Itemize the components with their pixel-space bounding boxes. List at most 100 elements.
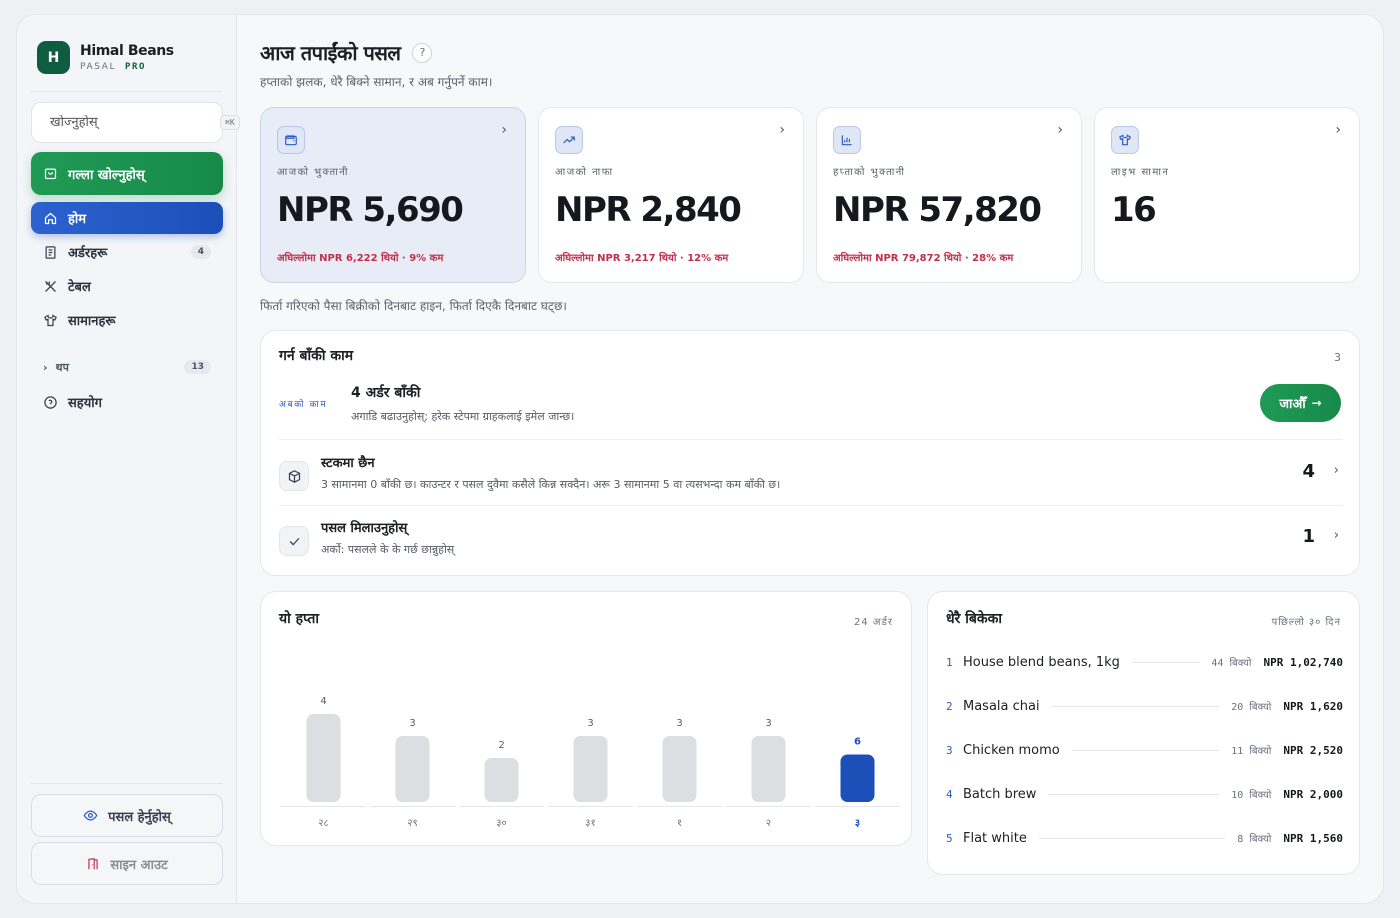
task-desc: 3 सामानमा 0 बाँकी छ। काउन्टर र पसल दुवैम… [321,478,781,491]
leader-line [1131,661,1200,663]
help-button[interactable]: ? [412,42,433,63]
chart-bar[interactable] [484,758,519,802]
stat-card-live-products[interactable]: › लाइभ सामान 16 [1094,107,1360,283]
chart-baseline [370,806,455,807]
rank: 5 [946,831,953,845]
chevron-right-icon: › [1333,463,1339,478]
check-icon [279,526,309,556]
product-name: Masala chai [963,698,1040,714]
sold-count: 8 बिक्यो [1237,834,1272,845]
stat-card-today-profit[interactable]: › आजको नाफा NPR 2,840 अघिल्लोमा NPR 3,21… [538,107,804,283]
door-icon [88,857,99,869]
top-sellers-panel: धेरै बिकेका पछिल्लो ३० दिन 1 House blend… [927,591,1360,875]
task-count: 1 [1302,526,1315,547]
sidebar-item-support[interactable]: सहयोग [31,386,223,418]
chart-baseline [726,806,811,807]
list-item[interactable]: 4 Batch brew 10 बिक्यो NPR 2,000 [946,783,1343,805]
chart-x-tick: ३० [496,818,506,829]
search-box[interactable]: ⌘K [31,102,240,143]
chart-bar[interactable] [395,736,430,802]
list-item[interactable]: 3 Chicken momo 11 बिक्यो NPR 2,520 [946,739,1343,761]
chart-x-tick: ३१ [585,818,595,829]
sold-count: 11 बिक्यो [1231,746,1272,757]
sidebar-item-label: अर्डरहरू [68,246,108,261]
divider [279,505,1343,506]
stat-label: आजको भुक्तानी [277,167,349,178]
search-input[interactable] [50,115,220,130]
arrow-right-icon: → [1311,396,1322,410]
chart-x-tick: २ [766,818,771,829]
week-order-count: 24 अर्डर [854,617,893,628]
sidebar-item-label: थप [55,360,69,374]
brand[interactable]: H Himal Beans PASAL PRO [37,41,174,74]
chart-baseline [815,806,900,807]
list-item[interactable]: 5 Flat white 8 बिक्यो NPR 1,560 [946,827,1343,849]
trend-up-icon [555,126,583,154]
box-icon [279,461,309,491]
open-register-button[interactable]: गल्ला खोल्नुहोस् [31,152,223,195]
sold-count: 10 बिक्यो [1231,790,1272,801]
chart-baseline [281,806,366,807]
stat-label: आजको नाफा [555,167,614,178]
product-name: Flat white [963,830,1027,846]
chevron-right-icon: › [1333,528,1339,543]
sidebar-item-label: टेबल [68,280,91,295]
refund-note: फिर्ता गरिएको पैसा बिक्रीको दिनबाट हाइन,… [260,299,567,313]
stat-delta: अघिल्लोमा NPR 79,872 थियो · 28% कम [833,253,1014,264]
tasks-panel: गर्न बाँकी काम 3 अबको काम 4 अर्डर बाँकी … [260,330,1360,576]
sidebar-item-tables[interactable]: टेबल [31,270,223,302]
sidebar-item-more[interactable]: › थप 13 [31,352,223,382]
home-icon [44,212,57,224]
week-bar-chart: 4 २८ 3 २९ 2 ३० 3 ३१ 3 १ 3 २ 6 ३ [281,696,900,829]
leader-line [1048,793,1220,795]
sidebar-item-orders[interactable]: अर्डरहरू 4 [31,236,223,268]
divider [279,439,1343,440]
chart-x-tick: ३ [855,818,860,829]
revenue: NPR 2,000 [1283,787,1343,801]
view-shop-button[interactable]: पसल हेर्नुहोस् [31,794,223,837]
tasks-title: गर्न बाँकी काम [279,348,354,364]
list-item[interactable]: 1 House blend beans, 1kg 44 बिक्यो NPR 1… [946,651,1343,673]
stat-delta: अघिल्लोमा NPR 3,217 थियो · 12% कम [555,253,729,264]
chart-x-tick: २९ [407,818,417,829]
receipt-icon [45,245,56,259]
task-row-setup-shop[interactable]: पसल मिलाउनुहोस् अर्को: पसलले के के गर्छ … [279,518,1343,568]
top-sellers-title: धेरै बिकेका [946,611,1002,627]
utensils-icon [45,280,56,292]
sign-out-button[interactable]: साइन आउट [31,842,223,885]
stat-card-week-payment[interactable]: › हप्ताको भुक्तानी NPR 57,820 अघिल्लोमा … [816,107,1082,283]
more-count-badge: 13 [184,360,211,374]
brand-sub-label: PASAL [80,62,117,72]
task-title: पसल मिलाउनुहोस् [321,521,408,536]
sidebar-item-label: सहयोग [68,396,102,411]
chevron-right-icon: › [43,360,48,374]
chart-bar[interactable] [306,714,341,802]
list-item[interactable]: 2 Masala chai 20 बिक्यो NPR 1,620 [946,695,1343,717]
sold-count: 44 बिक्यो [1211,658,1252,669]
sidebar-item-label: सामानहरू [68,314,116,329]
leader-line [1071,749,1220,751]
chart-bar[interactable] [751,736,786,802]
revenue: NPR 2,520 [1283,743,1343,757]
chart-bar-value: 3 [409,718,415,729]
chart-baseline [637,806,722,807]
chevron-right-icon: › [1057,122,1063,138]
divider [31,783,223,784]
go-button[interactable]: जाऔँ → [1260,384,1341,422]
next-task-title: 4 अर्डर बाँकी [351,385,421,401]
rank: 3 [946,743,953,757]
next-task-desc: अगाडि बढाउनुहोस्; हरेक स्टेपमा ग्राहकलाई… [351,410,575,423]
task-count: 4 [1302,461,1315,482]
stat-delta: अघिल्लोमा NPR 6,222 थियो · 9% कम [277,253,444,264]
wallet-icon [277,126,305,154]
stat-label: हप्ताको भुक्तानी [833,167,906,178]
task-row-out-of-stock[interactable]: स्टकमा छैन 3 सामानमा 0 बाँकी छ। काउन्टर … [279,453,1343,503]
chart-bar[interactable] [840,754,875,802]
stat-card-today-payment[interactable]: › आजको भुक्तानी NPR 5,690 अघिल्लोमा NPR … [260,107,526,283]
chart-bar[interactable] [573,736,608,802]
chart-bar[interactable] [662,736,697,802]
sign-out-label: साइन आउट [110,857,168,873]
eye-icon [83,810,98,821]
sidebar-item-home[interactable]: होम [31,202,223,234]
sidebar-item-products[interactable]: सामानहरू [31,304,223,336]
